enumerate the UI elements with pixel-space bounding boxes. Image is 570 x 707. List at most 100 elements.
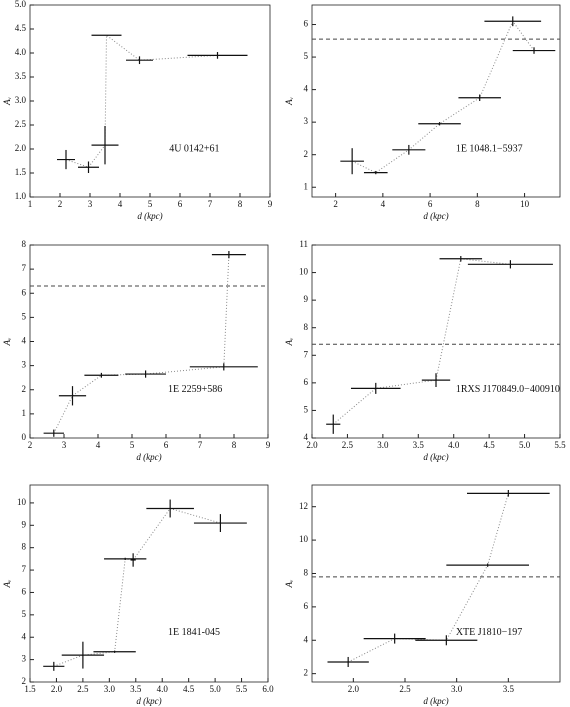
annotation: 4U 0142+61 [169, 143, 219, 154]
x-tick-label: 1 [28, 199, 33, 209]
y-tick-label: 4 [22, 336, 27, 346]
y-tick-label: 1 [304, 181, 309, 191]
x-tick-label: 7 [208, 199, 213, 209]
x-tick-label: 8 [232, 440, 237, 450]
y-tick-label: 6 [22, 287, 27, 297]
x-tick-label: 6.0 [262, 684, 274, 694]
y-tick-label: 2.0 [15, 143, 27, 153]
y-axis-label: Aᵥ [2, 579, 12, 588]
x-tick-label: 4.0 [448, 440, 460, 450]
x-axis-label: d (kpc) [137, 211, 162, 221]
y-tick-label: 4 [304, 634, 309, 644]
y-tick-label: 0 [22, 432, 27, 442]
y-tick-label: 11 [299, 239, 308, 249]
y-tick-label: 8 [304, 568, 309, 578]
x-tick-label: 2 [333, 199, 338, 209]
x-tick-label: 5.0 [519, 440, 531, 450]
y-tick-label: 3.0 [15, 95, 27, 105]
x-tick-label: 2.0 [348, 684, 360, 694]
x-tick-label: 8 [475, 199, 480, 209]
x-tick-label: 6 [178, 199, 183, 209]
x-tick-label: 3.0 [104, 684, 116, 694]
x-tick-label: 4 [118, 199, 123, 209]
y-tick-label: 6 [304, 601, 309, 611]
y-tick-label: 1.0 [15, 191, 27, 201]
y-tick-label: 2 [304, 149, 309, 159]
x-tick-label: 2 [58, 199, 63, 209]
plot-frame [29, 244, 269, 439]
annotation: 1E 1048.1−5937 [456, 143, 523, 154]
x-tick-label: 2.5 [77, 684, 89, 694]
y-tick-label: 4 [304, 432, 309, 442]
y-tick-label: 5 [22, 311, 27, 321]
y-tick-label: 8 [22, 542, 27, 552]
y-tick-label: 2.5 [15, 119, 27, 129]
y-axis-label: Aᵥ [284, 579, 294, 588]
plot-frame [311, 4, 561, 198]
x-tick-label: 3 [88, 199, 93, 209]
x-tick-label: 3.0 [451, 684, 463, 694]
x-tick-label: 5.5 [554, 440, 566, 450]
y-tick-label: 4 [304, 84, 309, 94]
y-tick-label: 12 [299, 501, 308, 511]
y-tick-label: 10 [299, 534, 309, 544]
y-tick-label: 5.0 [15, 0, 27, 9]
plot-frame [311, 484, 561, 683]
x-tick-label: 2.5 [342, 440, 354, 450]
y-tick-label: 6 [304, 19, 309, 29]
x-tick-label: 2 [28, 440, 33, 450]
y-tick-label: 2 [22, 384, 27, 394]
x-tick-label: 6 [164, 440, 169, 450]
y-tick-label: 10 [299, 267, 309, 277]
x-axis-label: d (kpc) [136, 696, 161, 706]
y-tick-label: 5 [22, 609, 27, 619]
y-tick-label: 2 [22, 676, 27, 686]
x-tick-label: 4.0 [157, 684, 169, 694]
connecting-line [53, 254, 230, 434]
x-tick-label: 4.5 [183, 684, 195, 694]
y-tick-label: 1 [22, 408, 27, 418]
x-tick-label: 5 [148, 199, 153, 209]
y-axis-label: Aᵥ [2, 337, 12, 346]
x-tick-label: 2.0 [51, 684, 63, 694]
y-tick-label: 7 [22, 564, 27, 574]
plot-frame [29, 484, 269, 683]
y-tick-label: 8 [304, 322, 309, 332]
connecting-line [53, 507, 221, 667]
annotation: 1RXS J170849.0−400910 [456, 384, 560, 395]
x-axis-label: d (kpc) [423, 211, 448, 221]
y-tick-label: 10 [17, 497, 27, 507]
annotation: XTE J1810−197 [456, 627, 522, 638]
connecting-line [332, 258, 511, 425]
x-tick-label: 9 [268, 199, 273, 209]
y-tick-label: 5 [304, 404, 309, 414]
y-axis-label: Aᵥ [284, 97, 294, 106]
y-tick-label: 4.5 [15, 23, 27, 33]
x-tick-label: 4 [381, 199, 386, 209]
y-tick-label: 3.5 [15, 71, 27, 81]
y-tick-label: 4.0 [15, 47, 27, 57]
x-axis-label: d (kpc) [423, 452, 448, 462]
x-tick-label: 5.0 [209, 684, 221, 694]
y-tick-label: 3 [22, 360, 27, 370]
x-tick-label: 6 [428, 199, 433, 209]
y-tick-label: 5 [304, 51, 309, 61]
x-tick-label: 3.5 [503, 684, 515, 694]
x-tick-label: 7 [198, 440, 203, 450]
x-tick-label: 2.5 [399, 684, 411, 694]
y-tick-label: 1.5 [15, 167, 27, 177]
y-tick-label: 6 [22, 587, 27, 597]
y-tick-label: 4 [22, 631, 27, 641]
y-axis-label: Aᵥ [284, 337, 294, 346]
x-axis-label: d (kpc) [423, 696, 448, 706]
y-tick-label: 6 [304, 377, 309, 387]
x-tick-label: 10 [520, 199, 530, 209]
x-tick-label: 4 [96, 440, 101, 450]
y-tick-label: 3 [22, 654, 27, 664]
plot-frame [311, 244, 561, 439]
x-tick-label: 5 [130, 440, 135, 450]
y-tick-label: 7 [304, 349, 309, 359]
x-tick-label: 4.5 [484, 440, 496, 450]
y-tick-label: 2 [304, 668, 309, 678]
